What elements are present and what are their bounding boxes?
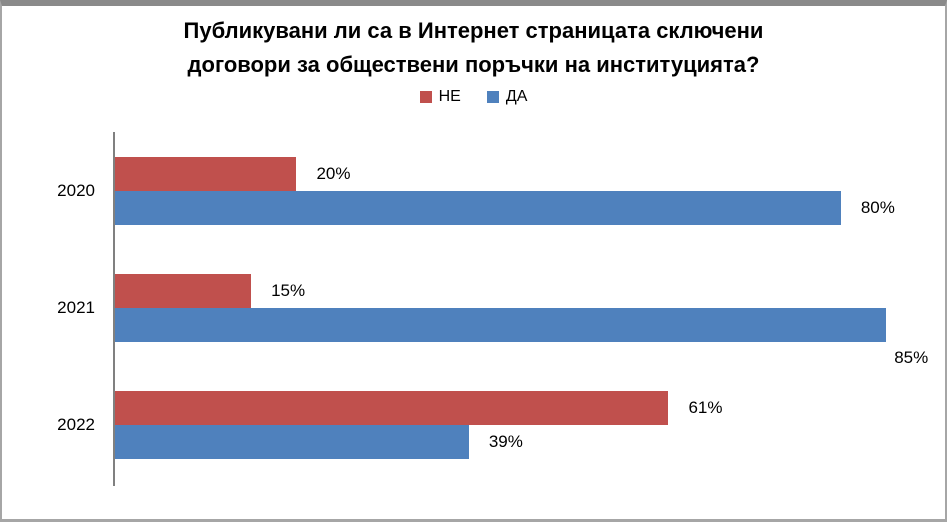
- legend-label-ne: НЕ: [438, 88, 461, 105]
- chart-title: Публикувани ли са в Интернет страницата …: [183, 18, 764, 77]
- plot-area: 2020 20% 80% 2021 15% 85% 2022 61% 39%: [57, 132, 937, 486]
- category-label-2022: 2022: [57, 415, 95, 435]
- bar-ne-2020: [115, 156, 297, 191]
- legend-swatch-da: [486, 91, 499, 103]
- bar-ne-2022: [115, 391, 669, 426]
- bar-da-2021: [115, 308, 887, 342]
- value-label-da-2021: 85%: [894, 348, 929, 367]
- bar-da-2020: [115, 190, 841, 225]
- value-label-da-2020: 80%: [860, 197, 895, 217]
- legend-item-da: ДА: [486, 88, 528, 106]
- bar-da-2022: [115, 425, 469, 460]
- value-label-da-2022: 39%: [488, 432, 523, 452]
- value-label-ne-2022: 61%: [688, 398, 723, 418]
- category-label-2021: 2021: [57, 298, 95, 317]
- value-label-ne-2020: 20%: [316, 163, 351, 183]
- y-axis-line: [113, 132, 115, 486]
- chart-legend: НЕ ДА: [2, 88, 945, 106]
- bar-ne-2021: [115, 274, 252, 308]
- category-label-2020: 2020: [57, 180, 95, 200]
- legend-swatch-ne: [419, 91, 432, 103]
- legend-label-da: ДА: [505, 88, 528, 105]
- legend-item-ne: НЕ: [419, 88, 461, 106]
- value-label-ne-2021: 15%: [271, 281, 306, 300]
